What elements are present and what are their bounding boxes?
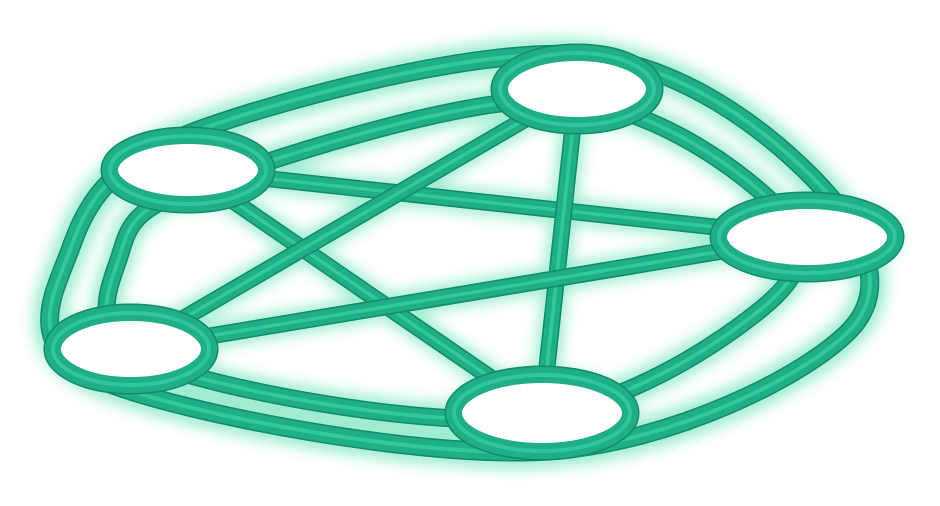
- edge-node-right-to-node-lower-left: [122, 228, 816, 358]
- node-bottom: [444, 365, 640, 461]
- node-right: [709, 191, 905, 283]
- node-lower-left: [43, 303, 219, 395]
- node-upper-left: [100, 126, 276, 214]
- node-top: [490, 43, 664, 135]
- edge-node-upper-left-to-node-right: [179, 161, 816, 246]
- edge-node-top-to-node-lower-left: [122, 80, 586, 358]
- edge-node-top-to-node-bottom: [533, 80, 586, 422]
- edge-node-upper-left-to-node-bottom: [179, 161, 551, 422]
